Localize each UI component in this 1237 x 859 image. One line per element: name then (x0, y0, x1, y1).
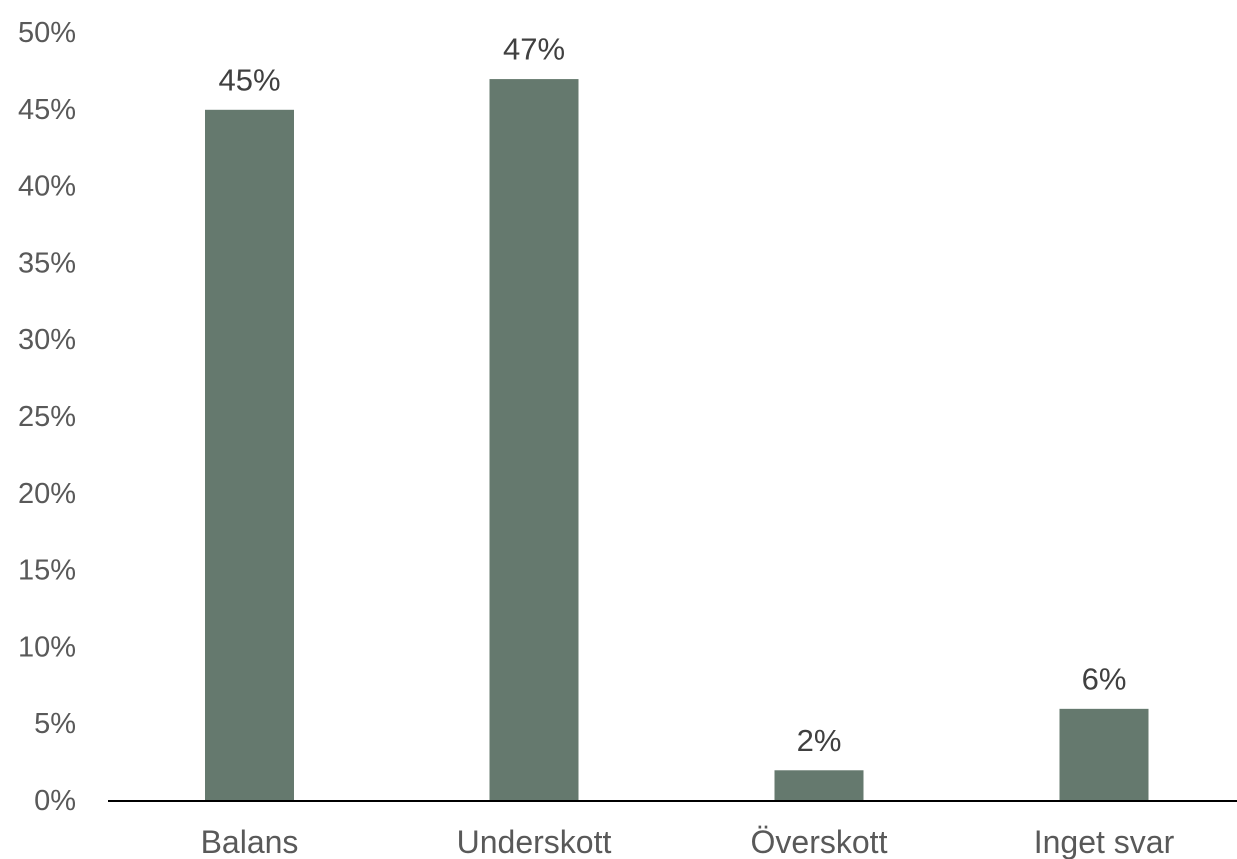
y-tick-label: 0% (34, 785, 76, 817)
data-label: 6% (1082, 661, 1127, 696)
bar (489, 79, 579, 801)
data-labels: 45% 47% 2% 6% (218, 32, 1126, 758)
x-category-label: Överskott (751, 824, 888, 859)
y-axis-tick-labels: 0% 5% 10% 15% 20% 25% 30% 35% 40% 45% 50% (18, 17, 76, 817)
y-tick-label: 10% (18, 631, 76, 663)
y-tick-label: 40% (18, 171, 76, 203)
y-tick-label: 50% (18, 17, 76, 49)
data-label: 2% (797, 723, 842, 758)
data-label: 47% (503, 32, 565, 67)
y-tick-label: 35% (18, 247, 76, 279)
y-tick-label: 25% (18, 401, 76, 433)
y-tick-label: 45% (18, 94, 76, 126)
bars (205, 79, 1149, 802)
bar (1059, 708, 1149, 801)
x-axis-category-labels: Balans Underskott Överskott Inget svar (201, 824, 1175, 859)
bar (774, 770, 864, 801)
y-tick-label: 5% (34, 708, 76, 740)
x-category-label: Inget svar (1034, 824, 1175, 859)
y-tick-label: 30% (18, 324, 76, 356)
y-tick-label: 15% (18, 555, 76, 587)
bar (205, 109, 294, 802)
data-label: 45% (218, 62, 280, 97)
x-category-label: Underskott (457, 824, 612, 859)
y-tick-label: 20% (18, 478, 76, 510)
x-category-label: Balans (201, 824, 299, 859)
